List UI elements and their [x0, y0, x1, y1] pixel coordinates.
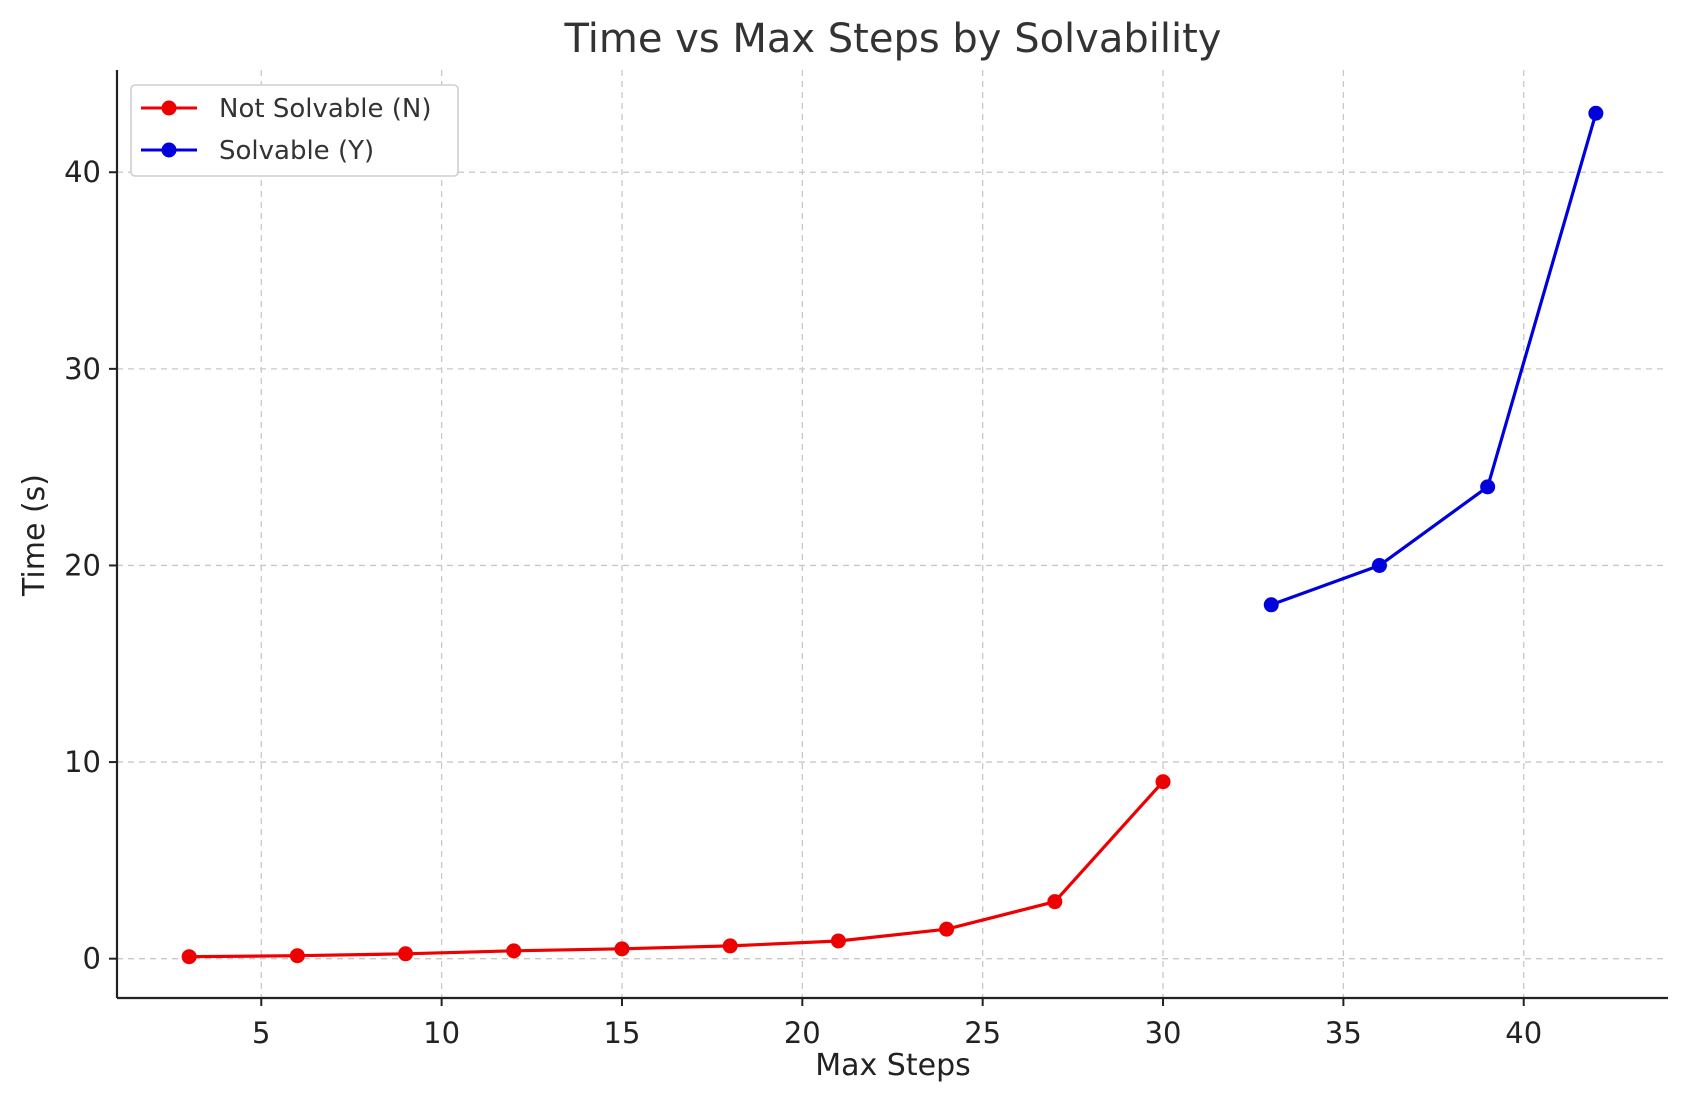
chart-title: Time vs Max Steps by Solvability [564, 16, 1222, 62]
legend-marker-solvable [161, 142, 177, 158]
data-point-solvable [1588, 105, 1604, 121]
x-axis-label: Max Steps [815, 1048, 971, 1083]
data-point-not-solvable [1047, 894, 1063, 910]
y-tick-label: 10 [64, 745, 101, 779]
x-tick-label: 35 [1325, 1016, 1362, 1050]
data-point-not-solvable [289, 948, 305, 964]
legend-label-not-solvable: Not Solvable (N) [219, 94, 432, 124]
legend-label-solvable: Solvable (Y) [219, 136, 374, 166]
x-tick-label: 15 [604, 1016, 641, 1050]
y-tick-label: 0 [83, 942, 101, 976]
x-tick-label: 20 [784, 1016, 821, 1050]
data-point-solvable [1371, 557, 1387, 573]
axes-layer [115, 70, 1668, 1000]
data-point-not-solvable [722, 938, 738, 954]
x-tick-label: 10 [423, 1016, 460, 1050]
y-tick-label: 40 [64, 155, 101, 189]
legend-frame [130, 84, 459, 177]
x-tick-label: 25 [964, 1016, 1001, 1050]
x-tick-label: 40 [1505, 1016, 1542, 1050]
x-tick-label: 30 [1145, 1016, 1182, 1050]
legend-marker-not-solvable [161, 100, 177, 116]
data-point-not-solvable [1155, 774, 1171, 790]
series-layer [181, 105, 1604, 965]
x-tick-label: 5 [252, 1016, 270, 1050]
series-line-not-solvable [187, 780, 1165, 959]
series-line-solvable [1269, 111, 1598, 607]
data-point-not-solvable [181, 949, 197, 965]
data-point-not-solvable [830, 933, 846, 949]
y-tick-label: 20 [64, 548, 101, 582]
legend: Not Solvable (N) Solvable (Y) [130, 84, 459, 177]
tick-layer: 5 10 15 20 25 30 35 40 0 10 20 30 40 [64, 155, 1542, 1050]
y-axis-label: Time (s) [17, 474, 52, 597]
data-point-not-solvable [506, 943, 522, 959]
grid-layer [117, 70, 1668, 998]
data-point-not-solvable [398, 946, 414, 962]
data-point-not-solvable [939, 921, 955, 937]
data-point-solvable [1480, 479, 1496, 495]
y-tick-label: 30 [64, 352, 101, 386]
data-point-not-solvable [614, 941, 630, 957]
data-point-solvable [1263, 597, 1279, 613]
